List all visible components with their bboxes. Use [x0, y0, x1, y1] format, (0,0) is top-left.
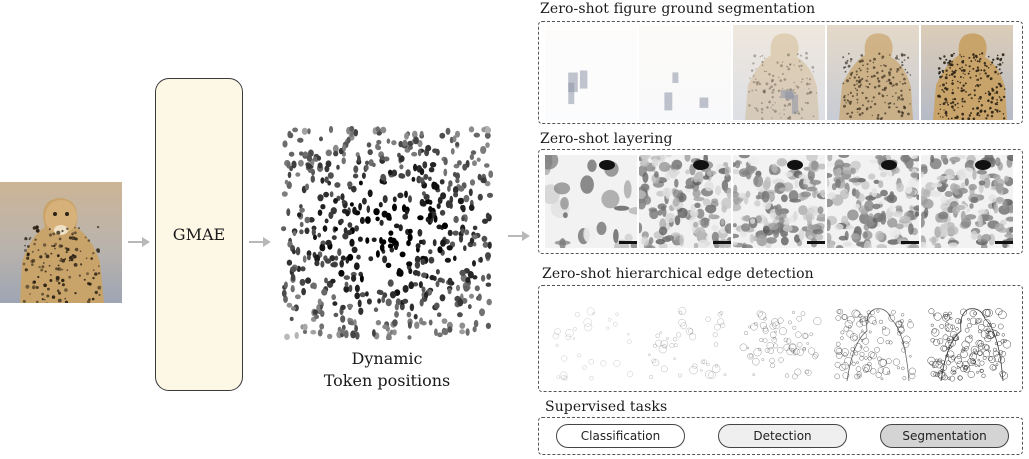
cheetah-photo-icon	[0, 182, 122, 304]
edge-strip-panel-1	[545, 291, 637, 384]
layer-strip-panel-1	[545, 155, 637, 248]
layer-strip-panel-3	[733, 155, 825, 248]
segmentation-strip	[545, 25, 1013, 120]
caption-line-dynamic: Dynamic	[351, 349, 423, 368]
gmae-label: GMAE	[172, 225, 226, 244]
layering-strip	[545, 155, 1013, 248]
seg-strip-panel-5	[921, 25, 1013, 120]
supervised-title: Supervised tasks	[545, 399, 668, 415]
layering-title: Zero-shot layering	[540, 131, 673, 147]
task-detection: Detection	[718, 424, 847, 448]
edge-strip-panel-5	[921, 291, 1013, 384]
caption-line-token-positions: Token positions	[323, 371, 451, 390]
arrow-to-encoder	[128, 237, 150, 247]
edge-strip-panel-2	[639, 291, 731, 384]
seg-strip-panel-4	[827, 25, 919, 120]
layer-strip-panel-5	[921, 155, 1013, 248]
segmentation-box	[538, 21, 1023, 124]
task-classification: Classification	[556, 424, 685, 448]
edge-strip-panel-3	[733, 291, 825, 384]
input-cheetah-image	[0, 182, 122, 304]
edges-title: Zero-shot hierarchical edge detection	[542, 266, 814, 282]
gmae-encoder-block: GMAE	[155, 78, 243, 391]
arrow-to-tasks	[508, 231, 530, 241]
seg-strip-panel-1	[545, 25, 637, 120]
seg-strip-panel-2	[639, 25, 731, 120]
layer-strip-panel-2	[639, 155, 731, 248]
segmentation-title: Zero-shot figure ground segmentation	[540, 1, 816, 17]
edges-strip	[545, 291, 1013, 384]
edge-strip-panel-4	[827, 291, 919, 384]
token-positions-caption: Dynamic Token positions	[281, 348, 493, 392]
edges-box	[538, 285, 1023, 392]
seg-strip-panel-3	[733, 25, 825, 120]
token-positions-plot	[281, 125, 494, 342]
task-segmentation: Segmentation	[880, 424, 1009, 448]
arrow-to-tokens	[249, 237, 271, 247]
layer-strip-panel-4	[827, 155, 919, 248]
layering-box	[538, 149, 1023, 254]
supervised-box	[538, 417, 1023, 455]
